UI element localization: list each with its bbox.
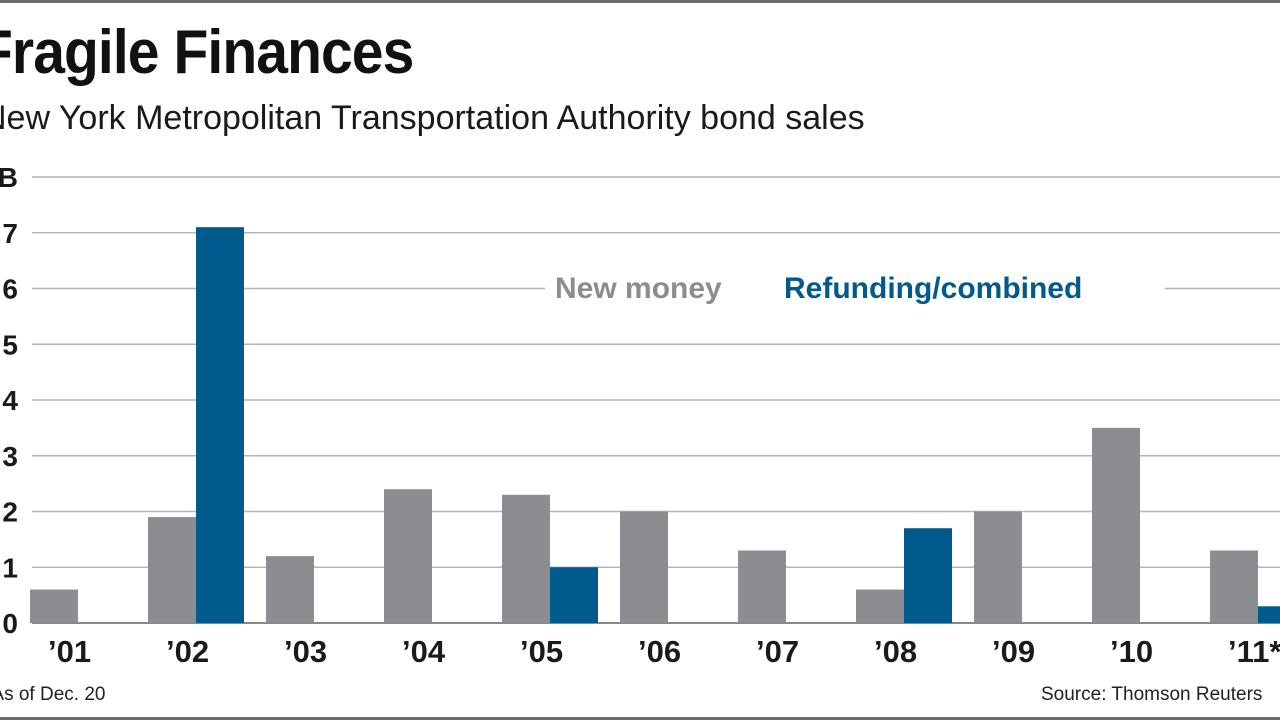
x-axis-ticks: ’01 ’02 ’03 ’04 ’05 ’06 ’07 ’08 ’09 ’10 ’11*	[48, 634, 1280, 669]
legend-refunding-combined: Refunding/combined	[784, 272, 1082, 305]
source-note: Source: Thomson Reuters	[1041, 684, 1263, 705]
bar-new-money-10	[1210, 550, 1258, 623]
legend-background	[545, 261, 1165, 313]
y-tick-label: 3	[2, 441, 18, 472]
x-tick-label: ’03	[284, 634, 327, 669]
bar-new-money-2	[266, 556, 314, 623]
bar-refunding-4	[550, 567, 598, 623]
bar-new-money-6	[738, 550, 786, 623]
bar-new-money-9	[1092, 427, 1140, 623]
bar-new-money-3	[384, 489, 432, 623]
x-tick-label: ’02	[166, 634, 209, 669]
bar-new-money-7	[856, 589, 904, 623]
bars	[30, 227, 1280, 624]
y-tick-label: 2	[2, 497, 18, 528]
x-tick-label: ’05	[520, 634, 563, 669]
footnote: *As of Dec. 20	[0, 684, 106, 705]
y-tick-label: 7	[2, 218, 18, 249]
y-axis-ticks: 0 1 2 3 4 5 6 7 $8B	[0, 162, 18, 639]
bar-new-money-1	[148, 517, 196, 623]
bar-new-money-0	[30, 589, 78, 623]
y-tick-label: 4	[2, 385, 18, 416]
y-tick-label: 5	[2, 329, 18, 360]
bar-new-money-4	[502, 494, 550, 623]
y-tick-label: $8B	[0, 162, 18, 193]
bar-new-money-5	[620, 511, 668, 623]
x-tick-label: ’10	[1110, 634, 1153, 669]
legend: New money Refunding/combined	[545, 261, 1165, 313]
bar-refunding-10	[1258, 606, 1280, 623]
bar-refunding-7	[904, 528, 952, 623]
y-tick-label: 6	[2, 274, 18, 305]
x-tick-label: ’06	[638, 634, 681, 669]
legend-new-money: New money	[555, 272, 722, 305]
x-tick-label: ’09	[992, 634, 1035, 669]
bar-new-money-8	[974, 511, 1022, 623]
y-tick-label: 1	[2, 552, 18, 583]
chart-subtitle: New York Metropolitan Transportation Aut…	[0, 99, 865, 137]
x-tick-label: ’08	[874, 634, 917, 669]
y-tick-label: 0	[2, 608, 18, 639]
x-tick-label: ’04	[402, 634, 446, 669]
x-tick-label: ’01	[48, 634, 91, 669]
x-tick-label: ’07	[756, 634, 799, 669]
bar-refunding-1	[196, 227, 244, 624]
chart-title: Fragile Finances	[0, 18, 414, 87]
x-tick-label: ’11*	[1228, 634, 1280, 669]
